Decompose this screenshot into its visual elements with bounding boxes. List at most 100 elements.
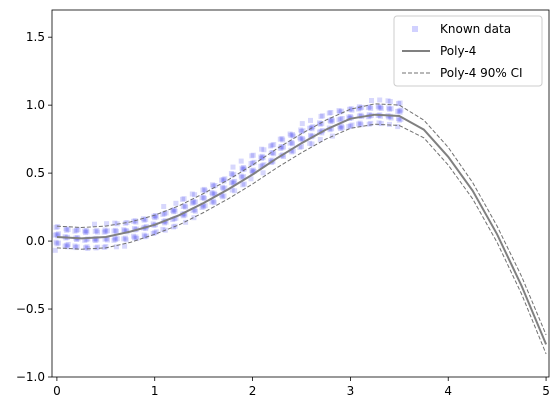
data-point	[113, 229, 119, 235]
data-point	[95, 229, 101, 235]
data-point	[308, 132, 313, 138]
data-point	[182, 212, 188, 218]
data-point	[83, 230, 88, 236]
data-point	[54, 241, 60, 247]
data-point	[183, 204, 189, 210]
data-point	[163, 219, 169, 225]
data-point	[82, 237, 88, 243]
data-point	[299, 129, 304, 134]
data-point	[277, 136, 283, 142]
data-point	[281, 144, 286, 150]
data-point	[289, 139, 295, 145]
data-point	[387, 121, 392, 127]
data-point	[378, 105, 384, 111]
data-point	[327, 117, 333, 123]
legend: Known data Poly-4 Poly-4 90% CI	[393, 15, 543, 87]
data-point	[271, 142, 277, 148]
data-point	[280, 137, 286, 143]
data-point	[230, 164, 236, 170]
data-point	[192, 208, 198, 214]
data-point	[199, 204, 205, 210]
data-point	[210, 183, 216, 189]
data-point	[231, 180, 237, 186]
data-point	[113, 244, 119, 250]
data-point	[133, 234, 139, 240]
data-point	[191, 200, 197, 205]
data-point	[83, 245, 88, 251]
data-point	[63, 226, 69, 232]
data-point	[309, 126, 315, 132]
data-point	[249, 153, 255, 159]
plot-frame	[51, 9, 550, 378]
data-point	[211, 200, 217, 206]
data-point	[209, 190, 215, 196]
data-point	[112, 235, 118, 241]
data-point	[231, 171, 237, 177]
data-point	[114, 236, 120, 242]
data-point	[387, 99, 393, 104]
data-point	[240, 167, 246, 173]
data-point	[232, 188, 238, 194]
data-point	[141, 217, 147, 223]
data-point	[328, 110, 334, 115]
data-point	[124, 220, 130, 226]
data-point	[162, 220, 167, 226]
data-point	[131, 226, 137, 232]
data-point	[101, 244, 107, 250]
data-point	[290, 141, 295, 147]
data-point	[298, 136, 304, 142]
data-point	[241, 181, 247, 187]
data-point	[366, 121, 372, 127]
data-point	[287, 131, 293, 137]
data-point	[260, 170, 266, 176]
data-point	[92, 221, 97, 227]
data-point	[192, 199, 198, 205]
data-point	[212, 192, 218, 198]
data-point	[250, 169, 256, 175]
data-point	[160, 226, 166, 232]
data-point	[241, 166, 247, 172]
fit-lines	[56, 103, 548, 355]
data-point	[300, 128, 306, 134]
data-point	[56, 240, 61, 246]
data-point	[181, 196, 187, 202]
data-point	[268, 158, 274, 164]
data-point	[338, 123, 344, 129]
x-tick-label: 2	[249, 384, 257, 398]
data-point	[281, 154, 286, 159]
poly4-line	[56, 113, 548, 345]
data-point	[52, 247, 58, 253]
data-point	[317, 120, 322, 126]
data-point	[92, 238, 98, 243]
data-point	[397, 100, 403, 106]
data-point	[299, 136, 305, 141]
data-point	[65, 244, 70, 250]
data-point	[209, 199, 215, 205]
data-point	[83, 228, 89, 233]
data-point	[102, 227, 108, 233]
data-point	[211, 190, 217, 196]
data-point	[318, 113, 324, 119]
data-point	[268, 143, 274, 149]
data-point	[131, 233, 137, 239]
data-point	[74, 227, 79, 233]
data-point	[258, 154, 264, 160]
data-point	[329, 118, 335, 124]
data-point	[133, 219, 139, 225]
data-point	[356, 106, 362, 112]
data-point	[171, 216, 177, 222]
x-tick-label: 5	[542, 384, 550, 398]
data-point	[287, 140, 293, 146]
data-point	[249, 168, 255, 174]
x-tick-label: 0	[53, 384, 61, 398]
data-point	[377, 97, 383, 103]
data-point	[111, 237, 117, 243]
data-point	[103, 229, 109, 235]
data-point	[192, 192, 198, 198]
data-point	[230, 179, 236, 185]
data-point	[64, 227, 70, 233]
data-point	[358, 122, 364, 128]
data-point	[309, 141, 315, 147]
data-point	[299, 121, 305, 127]
data-point	[191, 215, 197, 221]
